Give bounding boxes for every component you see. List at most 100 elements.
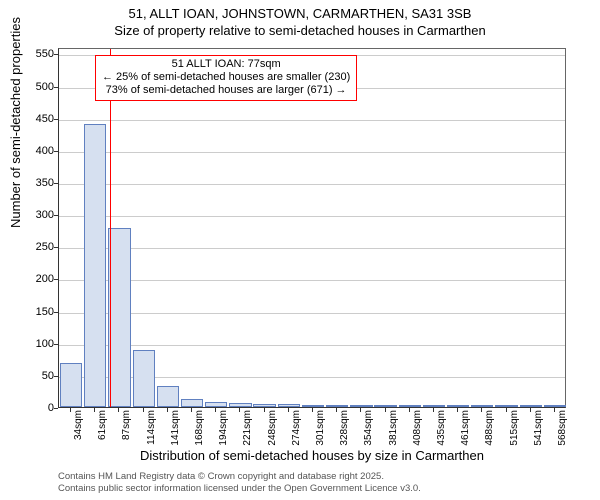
y-tick-label: 350	[24, 177, 54, 189]
footer-line-1: Contains HM Land Registry data © Crown c…	[58, 471, 421, 482]
x-tick-label: 141sqm	[170, 410, 181, 450]
x-tick-mark	[288, 408, 289, 412]
x-tick-label: 274sqm	[291, 410, 302, 450]
x-tick-label: 328sqm	[339, 410, 350, 450]
y-tick-label: 450	[24, 113, 54, 125]
gridline	[59, 216, 565, 217]
x-tick-label: 515sqm	[509, 410, 520, 450]
histogram-bar	[60, 363, 82, 407]
callout-title: 51 ALLT IOAN: 77sqm	[102, 58, 350, 71]
gridline	[59, 313, 565, 314]
gridline	[59, 152, 565, 153]
y-tick-mark	[54, 151, 58, 152]
x-tick-mark	[336, 408, 337, 412]
footer-line-2: Contains public sector information licen…	[58, 483, 421, 494]
title-line-2: Size of property relative to semi-detach…	[0, 23, 600, 40]
x-tick-label: 541sqm	[533, 410, 544, 450]
gridline	[59, 184, 565, 185]
x-tick-mark	[239, 408, 240, 412]
x-tick-mark	[118, 408, 119, 412]
y-tick-mark	[54, 119, 58, 120]
x-tick-mark	[433, 408, 434, 412]
y-axis-label: Number of semi-detached properties	[8, 17, 23, 228]
x-tick-label: 354sqm	[363, 410, 374, 450]
x-tick-mark	[264, 408, 265, 412]
histogram-bar	[84, 124, 106, 407]
x-tick-label: 301sqm	[315, 410, 326, 450]
x-tick-mark	[215, 408, 216, 412]
y-tick-label: 500	[24, 81, 54, 93]
histogram-bar	[447, 405, 469, 407]
y-tick-mark	[54, 376, 58, 377]
histogram-bar	[350, 405, 372, 407]
x-tick-label: 114sqm	[146, 410, 157, 450]
histogram-bar	[133, 350, 155, 407]
y-tick-mark	[54, 183, 58, 184]
x-tick-label: 568sqm	[557, 410, 568, 450]
x-tick-mark	[530, 408, 531, 412]
y-tick-mark	[54, 54, 58, 55]
x-tick-mark	[167, 408, 168, 412]
x-tick-label: 435sqm	[436, 410, 447, 450]
histogram-bar	[205, 402, 227, 407]
callout-smaller: ← 25% of semi-detached houses are smalle…	[102, 71, 350, 84]
histogram-bar	[157, 386, 179, 407]
chart-title: 51, ALLT IOAN, JOHNSTOWN, CARMARTHEN, SA…	[0, 0, 600, 40]
histogram-bar	[423, 405, 445, 407]
x-tick-mark	[506, 408, 507, 412]
y-tick-label: 200	[24, 273, 54, 285]
histogram-bar	[181, 399, 203, 407]
histogram-bar	[544, 405, 566, 407]
x-tick-mark	[70, 408, 71, 412]
title-line-1: 51, ALLT IOAN, JOHNSTOWN, CARMARTHEN, SA…	[0, 6, 600, 23]
x-tick-mark	[409, 408, 410, 412]
y-tick-label: 0	[24, 402, 54, 414]
gridline	[59, 345, 565, 346]
histogram-bar	[374, 405, 396, 407]
x-tick-mark	[360, 408, 361, 412]
x-tick-label: 248sqm	[267, 410, 278, 450]
x-tick-label: 168sqm	[194, 410, 205, 450]
x-tick-mark	[312, 408, 313, 412]
y-tick-mark	[54, 312, 58, 313]
gridline	[59, 248, 565, 249]
y-tick-mark	[54, 247, 58, 248]
y-tick-label: 250	[24, 241, 54, 253]
y-tick-mark	[54, 87, 58, 88]
x-tick-mark	[554, 408, 555, 412]
histogram-bar	[108, 228, 130, 407]
x-tick-label: 408sqm	[412, 410, 423, 450]
y-tick-label: 550	[24, 48, 54, 60]
x-tick-mark	[457, 408, 458, 412]
x-tick-label: 381sqm	[388, 410, 399, 450]
plot-area: 51 ALLT IOAN: 77sqm ← 25% of semi-detach…	[58, 48, 566, 408]
histogram-bar	[229, 403, 251, 407]
x-axis-label: Distribution of semi-detached houses by …	[58, 448, 566, 463]
y-tick-label: 150	[24, 306, 54, 318]
histogram-bar	[471, 405, 493, 407]
callout-larger: 73% of semi-detached houses are larger (…	[102, 84, 350, 97]
x-tick-label: 221sqm	[242, 410, 253, 450]
x-tick-label: 87sqm	[121, 410, 132, 450]
x-tick-mark	[191, 408, 192, 412]
histogram-bar	[253, 404, 275, 407]
gridline	[59, 120, 565, 121]
histogram-bar	[495, 405, 517, 407]
marker-line	[110, 49, 111, 407]
x-tick-label: 34sqm	[73, 410, 84, 450]
gridline	[59, 280, 565, 281]
y-tick-label: 50	[24, 370, 54, 382]
x-tick-mark	[385, 408, 386, 412]
histogram-bar	[326, 405, 348, 407]
x-tick-label: 461sqm	[460, 410, 471, 450]
x-tick-mark	[94, 408, 95, 412]
histogram-bar	[399, 405, 421, 407]
y-tick-label: 100	[24, 338, 54, 350]
y-tick-label: 300	[24, 209, 54, 221]
marker-callout: 51 ALLT IOAN: 77sqm ← 25% of semi-detach…	[95, 55, 357, 101]
footer-attribution: Contains HM Land Registry data © Crown c…	[58, 471, 421, 494]
histogram-bar	[302, 405, 324, 407]
x-tick-label: 61sqm	[97, 410, 108, 450]
histogram-bar	[520, 405, 542, 407]
x-tick-label: 488sqm	[484, 410, 495, 450]
